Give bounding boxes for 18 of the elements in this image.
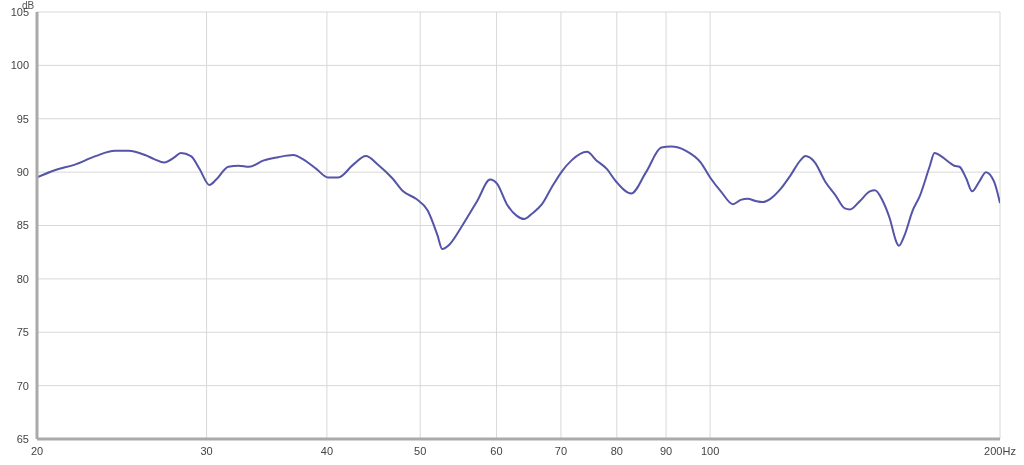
x-tick-label: 70 [554,444,568,457]
y-tick-label: 100 [10,59,29,72]
y-tick-label: 90 [16,166,29,179]
y-tick-label: 95 [16,112,29,125]
x-tick-label: 100 [700,444,720,457]
x-tick-label: 90 [659,444,673,457]
y-tick-label: 75 [16,326,29,339]
x-tick-label: 50 [414,444,427,457]
x-tick-label: 80 [610,444,623,457]
x-tick-label: 30 [200,444,213,457]
x-tick-label: 20 [30,444,44,457]
x-tick-label: 60 [490,444,503,457]
x-tick-label: 200Hz [984,444,1016,457]
y-tick-label: 65 [16,432,29,445]
y-tick-label: 70 [16,379,29,392]
x-tick-label: 40 [320,444,334,457]
y-tick-label: 85 [16,219,29,232]
y-tick-label: 80 [16,272,29,285]
